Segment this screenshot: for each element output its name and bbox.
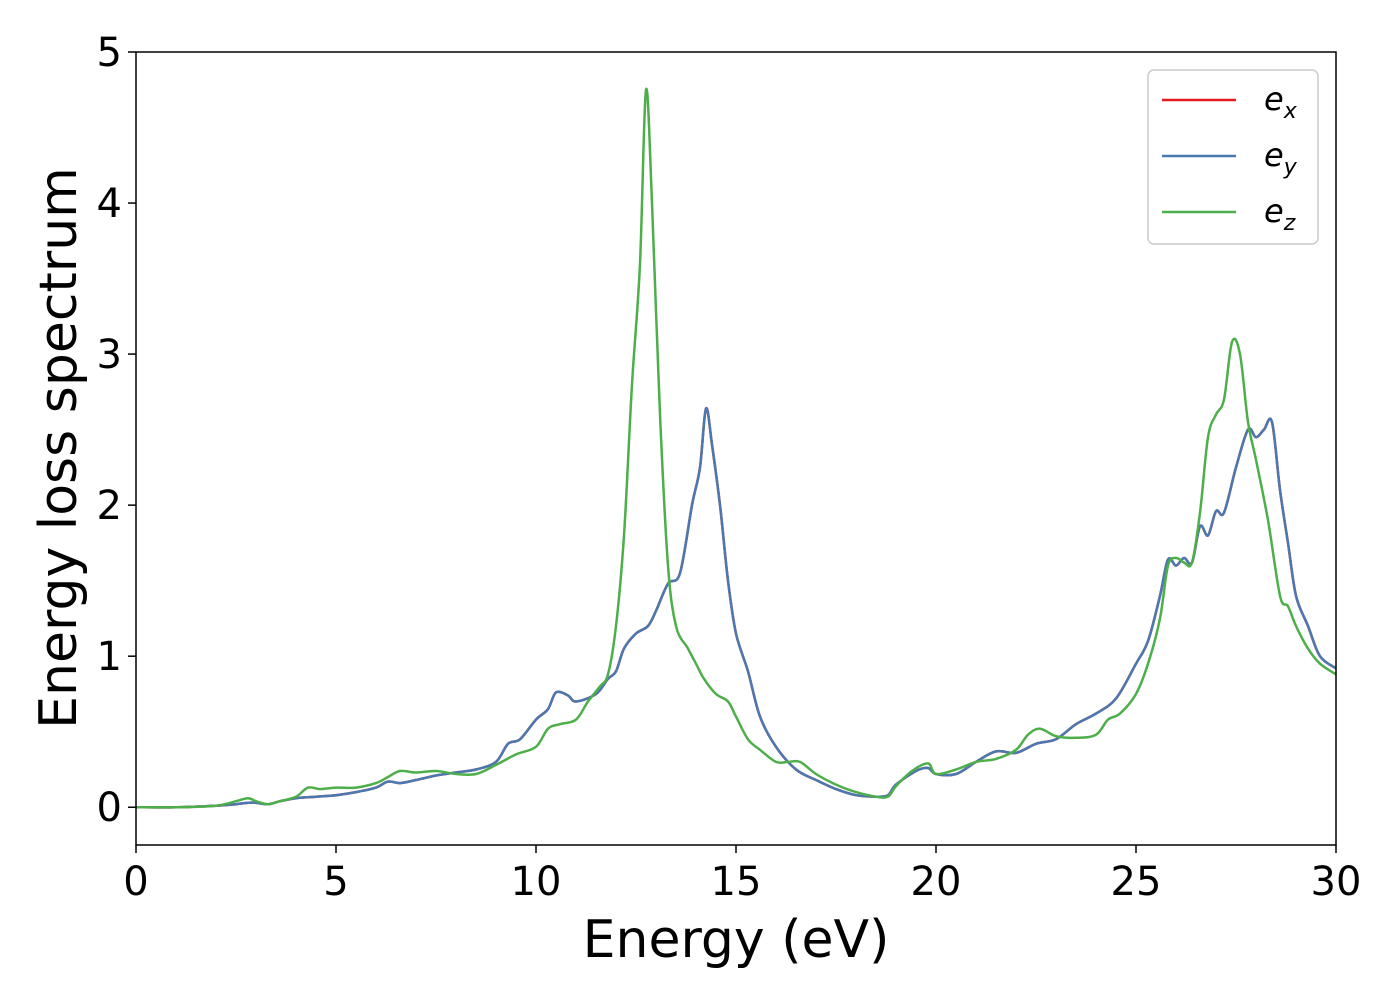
series-line-y (136, 407, 1336, 809)
x-tick-label: 5 (323, 859, 348, 905)
legend-label-z: ez (1264, 192, 1296, 236)
x-tick-label: 15 (711, 859, 762, 905)
legend-label-base: e (1264, 136, 1284, 174)
y-tick-label: 4 (97, 181, 122, 227)
y-tick-label: 5 (97, 30, 122, 76)
y-axis-ticks: 0 1 2 3 4 5 (97, 30, 136, 831)
y-tick-label: 1 (97, 634, 122, 680)
legend-label-y: ey (1264, 136, 1298, 180)
y-tick-label: 3 (97, 332, 122, 378)
legend-label-base: e (1264, 192, 1284, 230)
x-axis-ticks: 0 5 10 15 20 25 30 (123, 845, 1361, 905)
legend-label-base: e (1264, 80, 1284, 118)
x-tick-label: 30 (1311, 859, 1362, 905)
legend-label-x: ex (1264, 80, 1298, 124)
y-tick-label: 0 (97, 785, 122, 831)
legend-label-subscript: z (1283, 211, 1296, 236)
series-layer (136, 87, 1336, 809)
series-line-z (136, 87, 1336, 809)
y-axis-label: Energy loss spectrum (29, 167, 89, 729)
legend-label-subscript: x (1283, 99, 1298, 124)
y-tick-label: 2 (97, 483, 122, 529)
x-tick-label: 0 (123, 859, 148, 905)
x-tick-label: 10 (511, 859, 562, 905)
x-axis-label: Energy (eV) (583, 910, 890, 970)
legend-label-subscript: y (1283, 155, 1298, 180)
x-tick-label: 20 (911, 859, 962, 905)
x-tick-label: 25 (1111, 859, 1162, 905)
